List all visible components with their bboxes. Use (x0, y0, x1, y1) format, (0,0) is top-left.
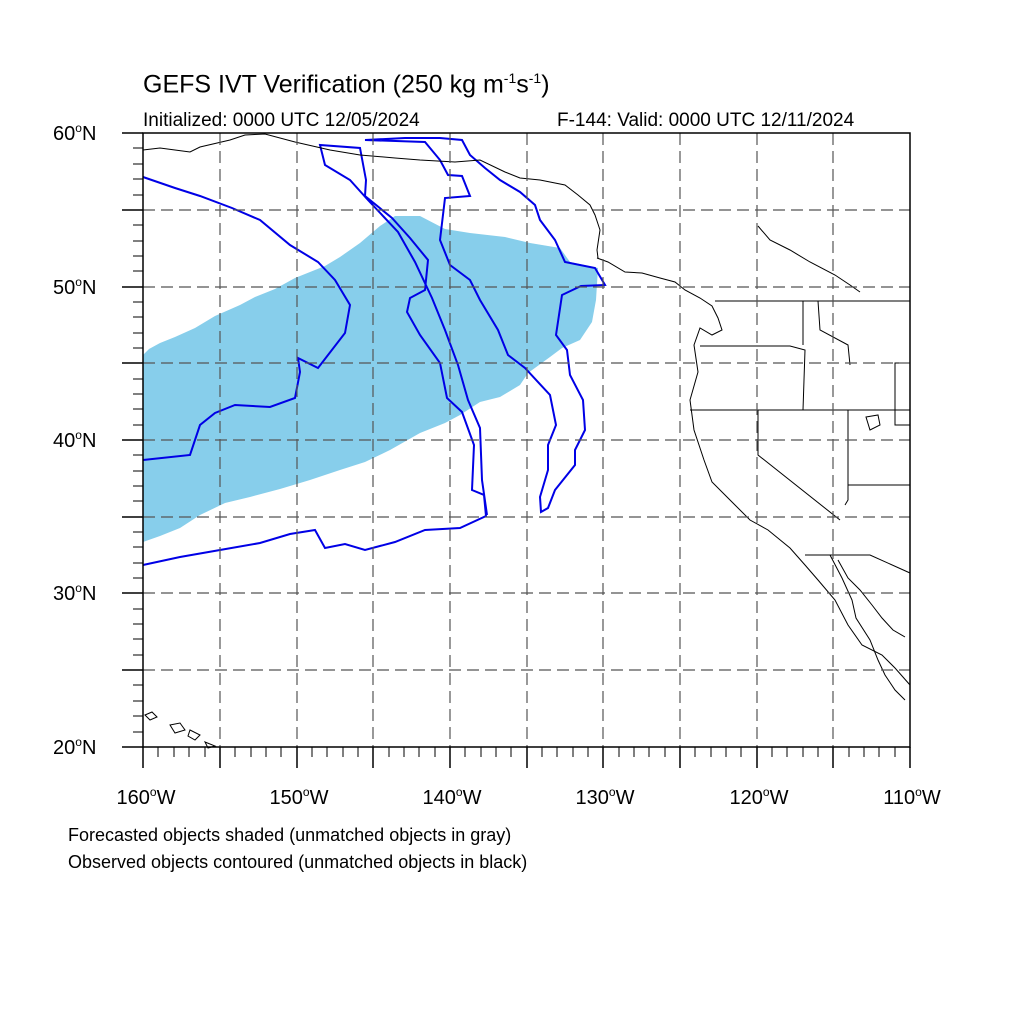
initialized-label: Initialized: 0000 UTC 12/05/2024 (143, 110, 420, 131)
lat-label-40: 40oN (53, 428, 97, 452)
legend-observed-note: Observed objects contoured (unmatched ob… (68, 852, 528, 872)
grid-lines (143, 133, 910, 747)
lat-major-ticks (122, 132, 143, 748)
observed-contour-central (142, 143, 488, 566)
valid-label: F-144: Valid: 0000 UTC 12/11/2024 (557, 110, 855, 131)
baja-coast (829, 554, 906, 701)
bc-coast (596, 257, 911, 700)
hawaii-1 (144, 711, 158, 721)
map-title-mid: s (516, 70, 529, 99)
legend-forecast-note: Forecasted objects shaded (unmatched obj… (68, 825, 512, 845)
lat-label-30: 30oN (53, 581, 97, 605)
hawaii-2 (169, 722, 186, 734)
forecast-object-shaded (143, 216, 598, 542)
lon-label-140: 140oW (422, 785, 482, 809)
nv-az-border (844, 410, 849, 506)
lat-label-20: 20oN (53, 735, 97, 759)
lat-minor-ticks (133, 147, 143, 733)
lon-label-130: 130oW (575, 785, 635, 809)
bc-interior (757, 225, 861, 293)
lat-label-60: 60oN (53, 121, 97, 145)
great-salt-lake (865, 414, 881, 431)
map-title-main: GEFS IVT Verification (250 kg m (143, 70, 504, 99)
idaho-border (802, 300, 851, 366)
lon-label-120: 120oW (729, 785, 789, 809)
map-title-close: ) (541, 70, 550, 99)
map-title: GEFS IVT Verification (250 kg m-1s-1) (143, 70, 550, 99)
lon-major-ticks (142, 747, 911, 768)
lon-minor-ticks (157, 747, 896, 757)
mx-border (805, 554, 911, 574)
gulf-of-california (837, 559, 906, 638)
lon-label-160: 160oW (116, 785, 176, 809)
lon-label-150: 150oW (269, 785, 329, 809)
lon-label-110: 110oW (883, 785, 941, 809)
wa-or-border (700, 345, 806, 411)
lat-label-50: 50oN (53, 275, 97, 299)
map-title-exp1: -1 (503, 70, 517, 86)
ca-nv-border (757, 410, 841, 521)
hawaii-3 (187, 729, 201, 741)
alaska-coast (142, 133, 601, 259)
map-title-exp2: -1 (528, 70, 542, 86)
mt-border (894, 362, 911, 426)
